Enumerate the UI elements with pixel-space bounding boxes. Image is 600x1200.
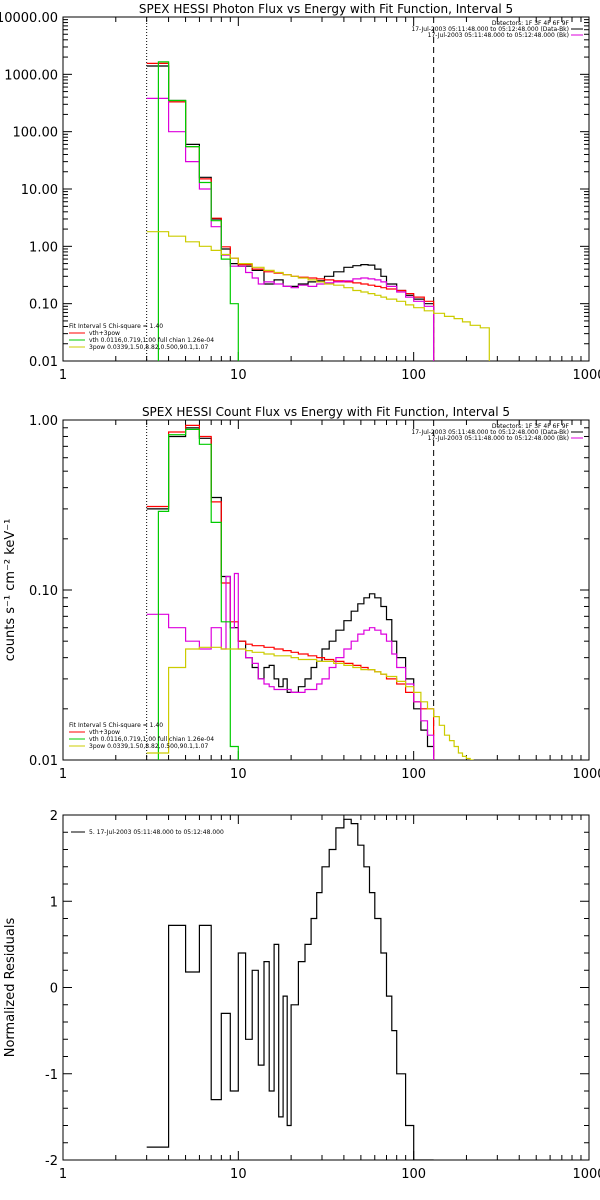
x-tick-label: 100	[401, 1167, 426, 1182]
series-3pow	[146, 646, 474, 760]
chart-title: SPEX HESSI Photon Flux vs Energy with Fi…	[139, 2, 513, 16]
y-tick-label: 1.00	[29, 414, 58, 429]
series-group	[146, 61, 490, 361]
chart-panel-2: SPEX HESSI Count Flux vs Energy with Fit…	[3, 405, 600, 782]
y-tick-label: 0	[50, 982, 58, 997]
y-tick-label: 1	[50, 895, 58, 910]
y-tick-label: 1000.00	[4, 68, 58, 83]
series-data-bk	[146, 427, 435, 760]
legend-label: vth 0.0116,0.719,1.00 full chian 1.26e-0…	[89, 337, 214, 344]
legend-label: vth+3pow	[89, 330, 120, 337]
y-tick-label: 100.00	[13, 126, 59, 141]
x-tick-label: 1000	[572, 767, 600, 782]
chart-title: SPEX HESSI Count Flux vs Energy with Fit…	[142, 405, 510, 419]
header-line: Detectors: 1F 3F 4F 6F 9F	[492, 20, 570, 27]
series-vth	[157, 428, 239, 760]
x-tick-label: 1000	[572, 1167, 600, 1182]
y-tick-label: 0.01	[29, 355, 58, 370]
x-tick-label: 100	[401, 368, 426, 383]
y-axis-label: counts s⁻¹ cm⁻² keV⁻¹	[3, 519, 18, 662]
series-3pow	[146, 231, 490, 361]
x-tick-label: 100	[401, 767, 426, 782]
y-tick-label: -2	[45, 1154, 58, 1169]
y-tick-label: 10000.00	[0, 11, 58, 26]
legend-label: 5. 17-Jul-2003 05:11:48.000 to 05:12:48.…	[89, 829, 224, 836]
plot-frame	[62, 419, 590, 761]
header-line: 17-Jul-2003 05:11:48.000 to 05:12:48.000…	[411, 26, 569, 33]
legend-label: Fit Interval 5 Chi-square = 1.40	[69, 722, 163, 729]
legend-label: vth+3pow	[89, 729, 120, 736]
series-group	[146, 818, 434, 1160]
chart-panel-1: SPEX HESSI Photon Flux vs Energy with Fi…	[0, 2, 600, 383]
legend-label: 3pow 0.0339,1.50,8.82,0.500,90.1,1.07	[89, 344, 208, 351]
x-tick-label: 1	[59, 767, 67, 782]
y-tick-label: 0.01	[29, 754, 58, 769]
x-tick-label: 10	[230, 368, 247, 383]
x-tick-label: 1	[59, 1167, 67, 1182]
header-line: Detectors: 1F 3F 4F 6F 9F	[492, 423, 570, 430]
y-tick-label: 0.10	[29, 298, 58, 313]
header-line: 17-Jul-2003 05:11:48.000 to 05:12:48.000…	[411, 429, 569, 436]
y-tick-label: -1	[45, 1068, 58, 1083]
legend-label: vth 0.0116,0.719,1.00 full chian 1.26e-0…	[89, 736, 214, 743]
chart-panel-3: 1 10 100 1000 -2 -1 0 1 2 Normalized Residuals 5. …	[3, 809, 600, 1182]
y-tick-label: 10.00	[21, 183, 58, 198]
y-axis-label: Normalized Residuals	[3, 918, 18, 1058]
series-vth-3pow	[146, 424, 435, 760]
header-line: 17-Jul-2003 05:11:48.000 to 05:12:48.000…	[428, 435, 569, 442]
series-group	[146, 424, 474, 760]
series-data-bk	[146, 65, 435, 361]
series-vth-3pow	[146, 62, 435, 361]
legend-label: 3pow 0.0339,1.50,8.82,0.500,90.1,1.07	[89, 743, 208, 750]
plot-frame	[62, 16, 590, 362]
x-tick-label: 10	[230, 767, 247, 782]
x-tick-label: 1000	[572, 368, 600, 383]
y-tick-label: 2	[50, 809, 58, 824]
series-bk	[146, 572, 435, 760]
y-tick-label: 1.00	[29, 240, 58, 255]
series-bk	[146, 97, 435, 361]
x-tick-label: 1	[59, 368, 67, 383]
legend-label: Fit Interval 5 Chi-square = 1.40	[69, 323, 163, 330]
x-tick-label: 10	[230, 1167, 247, 1182]
y-tick-label: 0.10	[29, 584, 58, 599]
series-residuals	[146, 818, 434, 1160]
header-line: 17-Jul-2003 05:11:48.000 to 05:12:48.000…	[428, 32, 569, 39]
series-vth	[157, 61, 239, 361]
